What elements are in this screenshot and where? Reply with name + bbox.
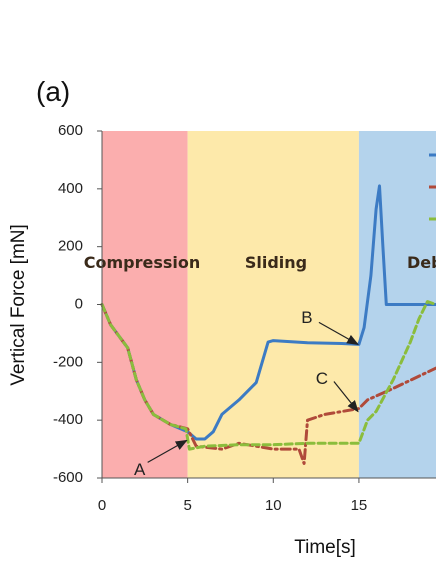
series-line-3 — [100, 300, 436, 451]
y-tick-label: -200 — [53, 353, 83, 370]
y-axis-label: Vertical Force [mN] — [8, 224, 29, 386]
region-sliding — [187, 131, 359, 478]
legend-swatches — [429, 153, 436, 221]
region-label: Deb — [407, 253, 436, 272]
region-label: Compression — [84, 253, 201, 272]
x-axis-label: Time[s] — [294, 537, 356, 558]
y-tick-label: -400 — [53, 411, 83, 428]
annotation-label: A — [134, 460, 146, 479]
region-label: Sliding — [245, 253, 307, 272]
y-tick-label: 0 — [75, 295, 83, 312]
annotation-label: C — [316, 369, 328, 388]
x-tick-label: 15 — [351, 497, 368, 514]
y-tick-label: -600 — [53, 469, 83, 486]
series-lines — [100, 184, 436, 465]
x-tick-label: 0 — [98, 497, 106, 514]
region-compression — [102, 131, 188, 478]
x-tick-label: 5 — [183, 497, 191, 514]
annotation-label: B — [301, 308, 312, 327]
panel-label: (a) — [36, 76, 70, 107]
annotation-arrow — [333, 381, 359, 413]
annotations: A B C — [134, 308, 359, 479]
phase-region-labels: Compression Sliding Deb — [84, 253, 436, 272]
annotation-arrow — [318, 321, 359, 345]
y-tick-label: 200 — [58, 238, 83, 255]
y-tick-label: 400 — [58, 180, 83, 197]
y-tick-label: 600 — [58, 122, 83, 139]
axes: -600 -400 -200 0 200 400 600 0 5 10 15 — [53, 122, 436, 514]
annotation-arrow — [147, 439, 188, 463]
x-tick-label: 10 — [265, 497, 282, 514]
